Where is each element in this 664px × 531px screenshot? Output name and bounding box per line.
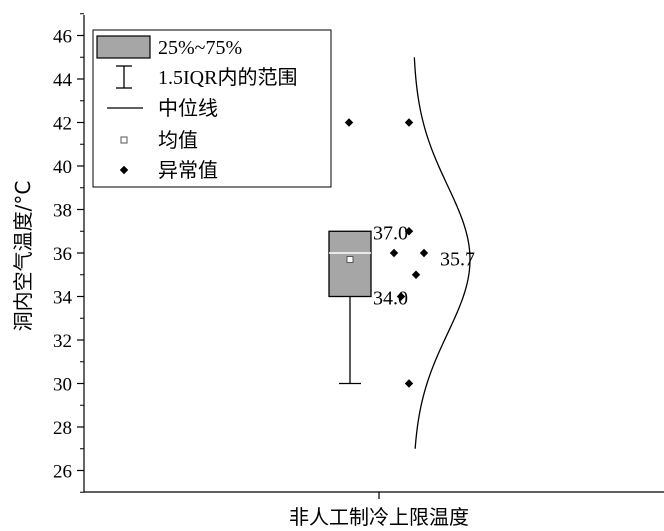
y-tick-label: 36 (53, 244, 72, 265)
y-tick-label: 26 (53, 462, 72, 483)
legend-outlier-symbol (119, 165, 129, 175)
iqr-box (328, 230, 372, 298)
y-tick-label: 44 (53, 70, 73, 91)
legend-label: 1.5IQR内的范围 (158, 66, 297, 89)
x-category-label: 非人工制冷上限温度 (289, 505, 469, 529)
outlier-point (419, 248, 429, 258)
y-tick-label: 40 (53, 157, 72, 178)
mean-marker (346, 256, 354, 264)
outlier-point (404, 379, 414, 388)
legend-label: 异常值 (158, 159, 218, 182)
distribution-curve (413, 57, 471, 449)
legend-box-symbol (96, 35, 151, 59)
y-axis-title: 洞内空气温度/°C (11, 181, 35, 332)
legend-label: 中位线 (158, 97, 218, 120)
q1-label: 34.0 (373, 288, 408, 310)
y-tick-label: 30 (53, 375, 72, 396)
outlier-point (344, 118, 354, 127)
legend-label: 均值 (158, 129, 198, 152)
mean-label: 35.7 (440, 249, 475, 271)
y-tick-label: 28 (53, 418, 72, 439)
outlier-point (404, 227, 414, 236)
y-tick-label: 42 (53, 114, 72, 135)
outlier-point (411, 270, 421, 279)
legend-label: 25%~75% (158, 37, 242, 59)
y-tick-label: 38 (53, 201, 72, 222)
outlier-point (396, 292, 406, 301)
outlier-point (389, 248, 399, 258)
legend-mean-symbol (120, 136, 128, 144)
y-tick-label: 34 (53, 288, 73, 309)
y-tick-label: 32 (53, 331, 72, 352)
y-tick-label: 46 (53, 27, 72, 48)
outlier-point (404, 118, 414, 127)
q3-label: 37.0 (373, 222, 408, 244)
